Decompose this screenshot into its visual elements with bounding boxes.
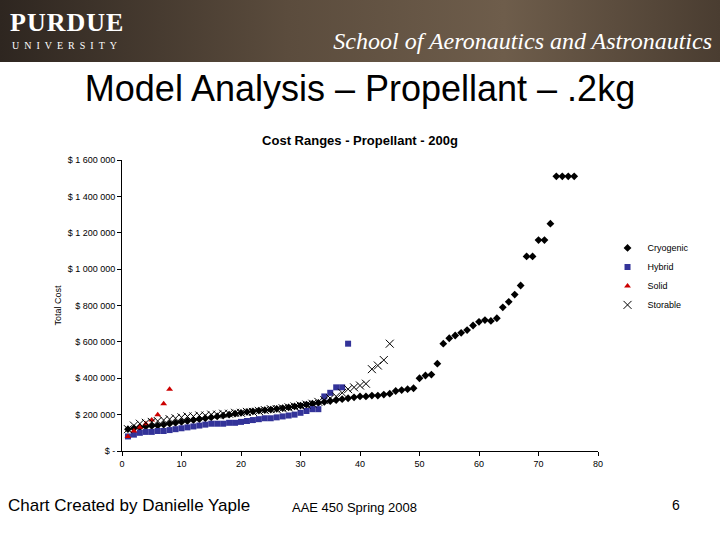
svg-text:$ 1 400 000: $ 1 400 000 [68,192,116,202]
svg-text:70: 70 [533,459,543,469]
html-text:Model Analysis – Propellant –: Model Analysis – Propellant – .2kg [84,68,636,109]
svg-text:Solid: Solid [648,281,668,291]
svg-text:Total Cost: Total Cost [53,285,63,326]
svg-text:10: 10 [176,459,186,469]
svg-text:60: 60 [474,459,484,469]
svg-text:$ -: $ - [105,446,116,456]
html-text:PURDUE: PURDUE [10,8,125,37]
svg-text:$ 1 000 000: $ 1 000 000 [68,264,116,274]
svg-text:Storable: Storable [648,300,682,310]
svg-text:50: 50 [414,459,424,469]
html-text:Chart Created by Danielle Yapl: Chart Created by Danielle Yaple [8,496,251,515]
svg-text:$ 600 000: $ 600 000 [75,337,115,347]
svg-text:$ 200 000: $ 200 000 [75,410,115,420]
svg-text:$ 400 000: $ 400 000 [75,373,115,383]
svg-text:Cryogenic: Cryogenic [648,243,689,253]
svg-text:$ 800 000: $ 800 000 [75,301,115,311]
svg-text:Hybrid: Hybrid [648,262,674,272]
html-text:6: 6 [672,497,680,513]
svg-text:0: 0 [119,459,124,469]
html-text:School of Aeronautics and Astr: School of Aeronautics and Astronautics [333,28,712,54]
html-text:AAE 450 Spring 2008: AAE 450 Spring 2008 [292,500,417,515]
svg-text:$ 1 200 000: $ 1 200 000 [68,228,116,238]
svg-text:$ 1 600 000: $ 1 600 000 [68,155,116,165]
svg-text:40: 40 [355,459,365,469]
svg-text:Cost Ranges - Propellant - 200: Cost Ranges - Propellant - 200g [262,133,458,148]
svg-text:80: 80 [593,459,603,469]
svg-text:30: 30 [295,459,305,469]
svg-text:20: 20 [236,459,246,469]
html-text:UNIVERSITY: UNIVERSITY [12,40,122,51]
